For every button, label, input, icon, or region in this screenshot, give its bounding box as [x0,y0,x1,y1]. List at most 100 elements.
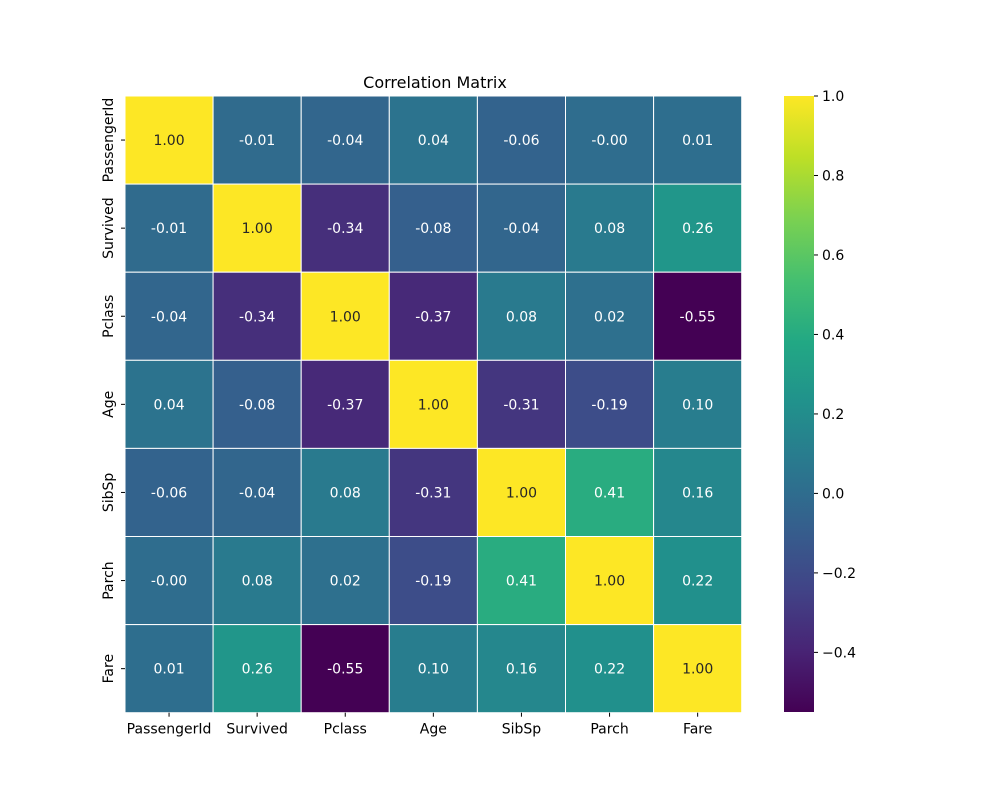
heatmap-cell [212,95,302,185]
heatmap-cell [653,359,743,449]
y-tick-label: Parch [101,561,117,599]
cell-annotation: -0.04 [151,309,187,325]
cell-annotation: 0.08 [506,309,537,325]
x-tick-label: SibSp [502,722,542,738]
heatmap-cell [124,624,214,714]
cell-annotation: 1.00 [594,574,625,590]
heatmap-cell [653,536,743,626]
cell-annotation: -0.06 [503,133,539,149]
heatmap-cell [388,624,478,714]
cell-annotation: -0.19 [415,574,451,590]
cell-annotation: 1.00 [330,309,361,325]
cell-annotation: 0.04 [153,397,184,413]
colorbar-tick-label: 0.4 [822,327,844,343]
cell-annotation: 0.04 [418,133,449,149]
heatmap-cell [212,271,302,361]
y-tick-label: Age [101,391,117,418]
heatmap-cell [212,359,302,449]
cell-annotation: 0.08 [330,485,361,501]
colorbar-axis: 1.0 0.8 0.6 0.4 0.2 0.0 −0.2 −0.4 [814,89,856,661]
cell-annotation: -0.19 [591,397,627,413]
cell-annotation: 0.02 [594,309,625,325]
cell-annotation: 0.16 [682,485,713,501]
heatmap-cell [565,624,655,714]
y-tick-label: Survived [101,197,117,258]
heatmap-cell [565,359,655,449]
heatmap-cell [476,95,566,185]
cell-annotation: 1.00 [418,397,449,413]
x-tick-label: Pclass [324,722,367,738]
heatmap-cell [388,359,478,449]
colorbar-tick-label: −0.2 [822,566,856,582]
heatmap-cell [565,183,655,273]
cell-annotation: -0.04 [327,133,363,149]
heatmap-cell [476,536,566,626]
heatmap-cell [300,536,390,626]
heatmap-cell [388,536,478,626]
heatmap-cell [388,271,478,361]
x-tick-label: Parch [590,722,628,738]
heatmap-cell [653,271,743,361]
colorbar [784,96,814,712]
cell-annotation: 0.26 [242,662,273,678]
heatmap-cell [653,183,743,273]
cell-annotation: 1.00 [682,662,713,678]
heatmap-cell [653,624,743,714]
heatmap-cell [124,536,214,626]
cell-annotation: -0.34 [239,309,275,325]
heatmap-cell [476,271,566,361]
cell-annotation: -0.06 [151,485,187,501]
heatmap-cell [300,271,390,361]
heatmap-cell [565,95,655,185]
cell-annotation: 0.41 [594,485,625,501]
x-tick-label: Age [420,722,447,738]
heatmap-cell [476,183,566,273]
cell-annotation: -0.31 [503,397,539,413]
heatmap-cell [124,271,214,361]
cell-annotation: -0.00 [151,574,187,590]
cell-annotation: -0.31 [415,485,451,501]
cell-annotation: 0.22 [594,662,625,678]
heatmap-cell [300,183,390,273]
heatmap-cell [124,95,214,185]
heatmap-cells [124,95,743,714]
cell-annotation: -0.37 [415,309,451,325]
heatmap-cell [300,624,390,714]
cell-annotation: -0.01 [239,133,275,149]
colorbar-tick-label: −0.4 [822,645,856,661]
y-tick-label: Fare [101,654,117,683]
cell-annotation: 0.41 [506,574,537,590]
colorbar-tick-label: 0.8 [822,168,844,184]
cell-annotation: -0.01 [151,221,187,237]
cell-annotation: 0.10 [682,397,713,413]
y-axis: PassengerId Survived Pclass Age SibSp Parch Fa… [101,98,125,683]
colorbar-tick-label: 0.2 [822,407,844,423]
heatmap-cell [300,447,390,537]
x-tick-label: PassengerId [127,722,212,738]
cell-annotation: 0.10 [418,662,449,678]
heatmap-cell [565,271,655,361]
cell-annotation: -0.04 [503,221,539,237]
cell-annotation: 1.00 [153,133,184,149]
cell-annotation: -0.04 [239,485,275,501]
y-tick-label: SibSp [101,473,117,513]
heatmap-annotations: 1.00 -0.01 -0.04 0.04 -0.06 -0.00 0.01 -0.01 1.0… [151,133,716,678]
heatmap-cell [388,95,478,185]
cell-annotation: 0.02 [330,574,361,590]
chart-title: Correlation Matrix [363,73,507,92]
x-tick-label: Survived [226,722,287,738]
cell-annotation: 0.16 [506,662,537,678]
cell-annotation: -0.55 [680,309,716,325]
cell-annotation: 0.01 [153,662,184,678]
heatmap-cell [124,447,214,537]
heatmap-cell [124,359,214,449]
cell-annotation: 1.00 [242,221,273,237]
x-tick-label: Fare [683,722,712,738]
cell-annotation: -0.00 [591,133,627,149]
y-tick-label: PassengerId [101,98,117,183]
cell-annotation: 1.00 [506,485,537,501]
cell-annotation: 0.08 [594,221,625,237]
cell-annotation: 0.01 [682,133,713,149]
